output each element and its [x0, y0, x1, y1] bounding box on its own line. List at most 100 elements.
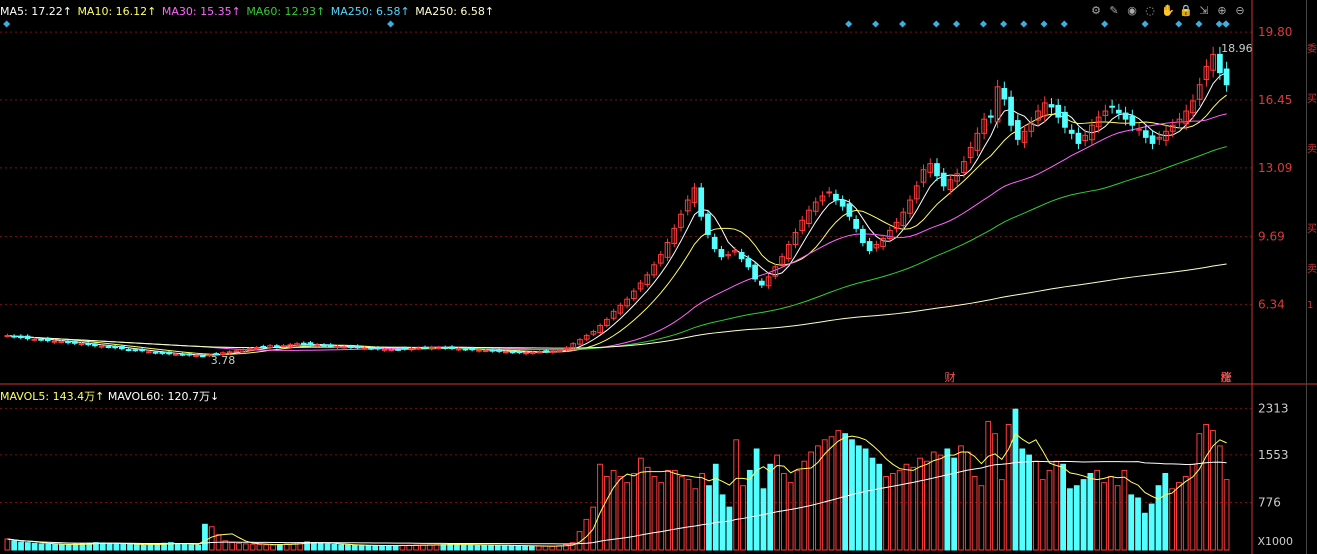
volume-bars	[4, 408, 1230, 551]
candle-body	[684, 199, 691, 212]
candle-body	[496, 349, 502, 352]
volume-bar	[351, 544, 358, 551]
candle-body	[967, 146, 974, 159]
candle-body	[334, 346, 341, 349]
volume-bar	[896, 469, 903, 551]
volume-bar	[889, 472, 896, 551]
hand-icon[interactable]: ✋	[1161, 4, 1175, 17]
eye-icon[interactable]: ◉	[1127, 4, 1137, 17]
volume-bar	[379, 545, 385, 551]
volume-bar	[569, 542, 576, 551]
volume-bar	[1005, 423, 1012, 551]
volume-bar	[127, 543, 133, 551]
candle-body	[529, 351, 536, 354]
candle-body	[381, 348, 388, 351]
candle-body	[294, 343, 300, 346]
candle-body	[314, 344, 321, 347]
candle-body	[105, 346, 112, 349]
candle-body	[199, 355, 206, 358]
volume-bar	[454, 544, 460, 551]
volume-bar	[998, 479, 1005, 551]
mavol5-label: MAVOL5: 143.4万↑	[0, 390, 105, 403]
volume-bar	[719, 494, 726, 551]
event-marker	[1020, 20, 1028, 28]
volume-bar	[242, 543, 249, 551]
candle-body	[1082, 134, 1089, 142]
lock-icon[interactable]: 🔒	[1179, 4, 1193, 17]
candle-body	[476, 349, 482, 352]
candle-body	[556, 350, 563, 353]
candle-body	[536, 351, 543, 354]
candle-body	[112, 345, 119, 349]
candle-body	[172, 353, 179, 356]
candle-body	[38, 338, 44, 341]
candle-body	[799, 219, 806, 231]
gear-icon[interactable]: ⚙	[1091, 4, 1101, 17]
volume-bar	[815, 445, 821, 551]
volume-bar	[699, 472, 706, 551]
volume-bar	[842, 433, 849, 551]
volume-bar	[345, 544, 351, 551]
candle-body	[1021, 130, 1028, 143]
volume-bar	[372, 545, 379, 551]
volume-bar	[460, 544, 467, 551]
volume-bar	[869, 457, 876, 551]
candle-body	[341, 346, 348, 349]
candle-body	[934, 163, 940, 177]
minus-icon[interactable]: ⊖	[1235, 4, 1245, 17]
candle-body	[604, 318, 610, 326]
volume-bar	[985, 420, 992, 551]
candle-body	[981, 118, 987, 134]
volume-bar	[1176, 482, 1182, 551]
event-marker	[1215, 20, 1223, 28]
candle-body	[375, 347, 381, 350]
price-tick-label: 19.80	[1258, 25, 1292, 39]
candle-body	[58, 341, 65, 344]
candle-body	[1176, 118, 1183, 123]
volume-scale-tag: X1000	[1257, 535, 1293, 548]
candle-body	[4, 335, 11, 338]
candle-body	[125, 349, 132, 352]
candle-body	[24, 335, 31, 340]
plus-icon[interactable]: ⊕	[1217, 4, 1227, 17]
volume-bar	[501, 544, 508, 551]
hide-icon[interactable]: ◌	[1145, 4, 1155, 17]
event-markers: 18.96 3.78 财 涨榜	[3, 20, 1253, 384]
price-tick-label: 13.09	[1258, 161, 1292, 175]
candle-body	[1068, 129, 1075, 134]
candle-body	[327, 344, 334, 347]
volume-bar	[821, 439, 828, 551]
candle-body	[119, 345, 125, 350]
candle-body	[85, 343, 92, 346]
shrink-icon[interactable]: ⇲	[1199, 4, 1209, 17]
candle-body	[415, 347, 422, 350]
volume-bar	[1053, 460, 1060, 551]
candle-body	[772, 266, 779, 277]
volume-bar	[794, 469, 801, 551]
candle-body	[139, 348, 145, 352]
mavol60-label: MAVOL60: 120.7万↓	[107, 390, 220, 403]
event-marker	[1101, 20, 1109, 28]
candle-body	[927, 163, 934, 173]
candle-body	[516, 350, 523, 354]
candle-body	[78, 343, 85, 346]
event-marker	[872, 20, 880, 28]
candle-body	[785, 244, 792, 259]
event-marker	[1060, 20, 1068, 28]
event-marker	[1175, 20, 1183, 28]
candle-body	[273, 345, 280, 348]
pen-icon[interactable]: ✎	[1109, 4, 1119, 17]
candle-body	[651, 264, 657, 276]
candle-body	[422, 346, 428, 349]
volume-bar	[1114, 485, 1121, 551]
volume-bar	[38, 543, 45, 551]
candle-body	[1190, 100, 1196, 114]
volume-bar	[1094, 469, 1101, 551]
volume-bar	[937, 454, 944, 551]
candle-body	[1129, 115, 1136, 126]
candle-body	[590, 331, 597, 335]
volume-bar	[481, 544, 488, 551]
volume-bar	[706, 485, 712, 551]
event-marker	[979, 20, 987, 28]
